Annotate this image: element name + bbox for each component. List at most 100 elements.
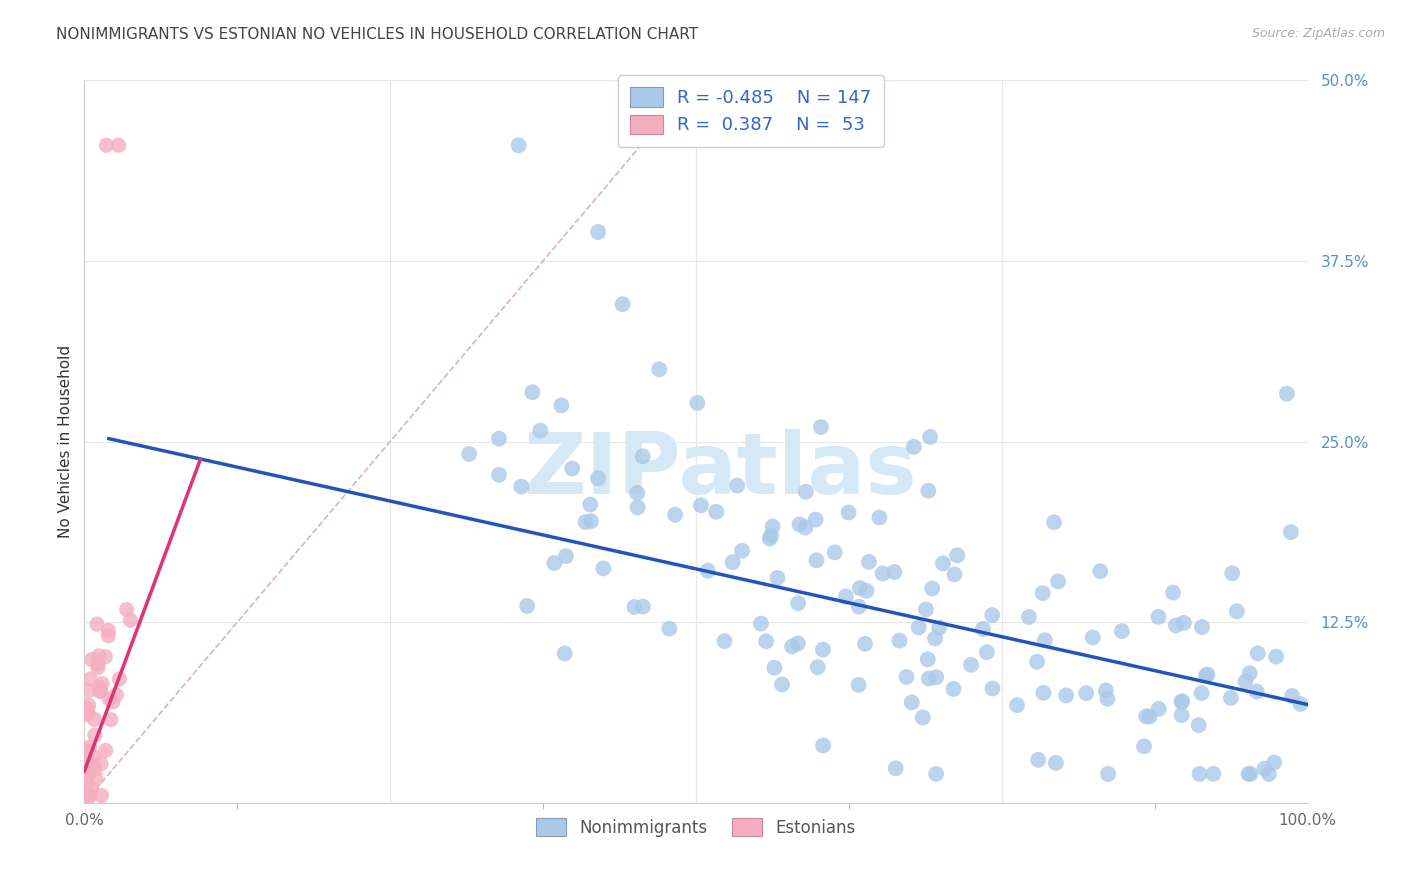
Point <box>1076 686 1098 700</box>
Point <box>1164 618 1187 632</box>
Point <box>115 602 138 616</box>
Point <box>86 617 108 632</box>
Point <box>77 683 100 698</box>
Point <box>1281 689 1303 703</box>
Point <box>1170 708 1192 723</box>
Point <box>488 432 510 446</box>
Point <box>82 750 104 764</box>
Point <box>94 649 117 664</box>
Point <box>690 499 713 513</box>
Point <box>1188 767 1211 781</box>
Point <box>1147 610 1170 624</box>
Point <box>77 755 100 769</box>
Point <box>1220 566 1243 581</box>
Point <box>522 385 544 400</box>
Point <box>89 684 111 698</box>
Point <box>75 772 97 787</box>
Point <box>900 695 922 709</box>
Point <box>848 678 870 692</box>
Point <box>83 759 105 773</box>
Point <box>508 138 530 153</box>
Point <box>96 138 118 153</box>
Point <box>1171 694 1194 708</box>
Point <box>94 743 117 757</box>
Point <box>918 672 941 686</box>
Point <box>749 616 772 631</box>
Point <box>1161 585 1184 599</box>
Point <box>770 677 793 691</box>
Point <box>1005 698 1028 713</box>
Point <box>787 596 810 610</box>
Point <box>80 758 103 772</box>
Point <box>1097 691 1119 706</box>
Point <box>925 767 948 781</box>
Point <box>1045 756 1067 770</box>
Point <box>561 461 583 475</box>
Point <box>911 710 934 724</box>
Point <box>907 620 929 634</box>
Point <box>872 566 894 581</box>
Point <box>516 599 538 613</box>
Point <box>1191 620 1213 634</box>
Y-axis label: No Vehicles in Household: No Vehicles in Household <box>58 345 73 538</box>
Point <box>849 581 872 595</box>
Point <box>1219 690 1241 705</box>
Point <box>1032 586 1054 600</box>
Point <box>686 396 709 410</box>
Point <box>1246 684 1268 698</box>
Point <box>97 624 120 638</box>
Point <box>510 480 533 494</box>
Point <box>1239 666 1261 681</box>
Point <box>1226 604 1249 618</box>
Point <box>100 713 122 727</box>
Point <box>75 784 97 798</box>
Point <box>75 789 97 803</box>
Point <box>1191 686 1213 700</box>
Point <box>835 590 858 604</box>
Point <box>554 549 576 563</box>
Point <box>89 681 111 695</box>
Point <box>75 789 97 803</box>
Point <box>884 761 907 775</box>
Point <box>554 647 576 661</box>
Point <box>79 789 101 803</box>
Point <box>915 602 938 616</box>
Point <box>1133 739 1156 754</box>
Point <box>896 670 918 684</box>
Point <box>648 362 671 376</box>
Point <box>807 660 830 674</box>
Point <box>76 745 98 759</box>
Point <box>921 582 943 596</box>
Point <box>574 515 596 529</box>
Point <box>1239 767 1261 781</box>
Point <box>658 622 681 636</box>
Point <box>759 528 782 542</box>
Point <box>76 707 98 722</box>
Point <box>1263 756 1285 770</box>
Text: NONIMMIGRANTS VS ESTONIAN NO VEHICLES IN HOUSEHOLD CORRELATION CHART: NONIMMIGRANTS VS ESTONIAN NO VEHICLES IN… <box>56 27 699 42</box>
Point <box>1139 709 1161 723</box>
Point <box>664 508 686 522</box>
Point <box>1094 683 1116 698</box>
Point <box>101 695 124 709</box>
Point <box>1097 767 1119 781</box>
Point <box>488 467 510 482</box>
Point <box>631 450 654 464</box>
Point <box>1279 525 1302 540</box>
Point <box>1253 762 1275 776</box>
Point <box>731 543 754 558</box>
Point <box>83 763 105 777</box>
Point <box>1195 668 1218 682</box>
Point <box>87 657 110 671</box>
Point <box>87 648 110 663</box>
Point <box>1032 686 1054 700</box>
Point <box>90 756 112 771</box>
Point <box>84 728 107 742</box>
Point <box>811 739 834 753</box>
Point <box>943 567 966 582</box>
Point <box>868 510 890 524</box>
Point <box>942 681 965 696</box>
Point <box>1033 633 1056 648</box>
Point <box>848 599 870 614</box>
Point <box>981 608 1004 623</box>
